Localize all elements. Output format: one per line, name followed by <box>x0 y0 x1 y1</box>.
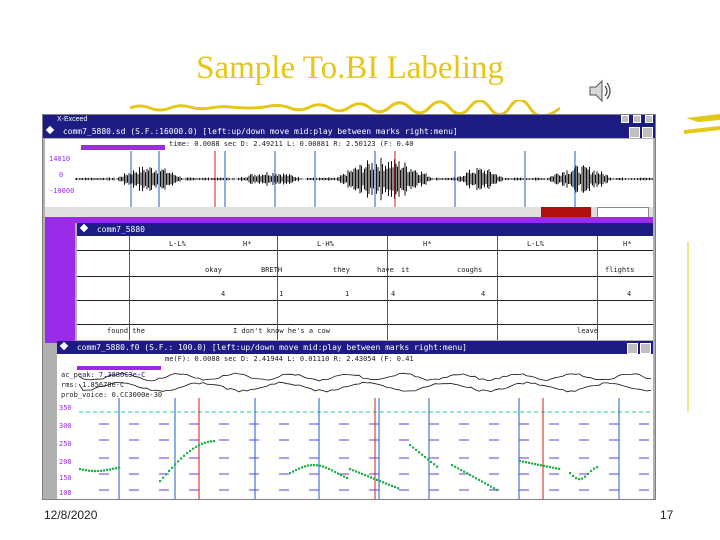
purple-band <box>45 217 653 223</box>
tone-label[interactable]: H* <box>423 240 432 248</box>
y-tick: 150 <box>59 474 72 482</box>
word-label[interactable]: have <box>377 266 394 274</box>
y-tick: -10000 <box>49 187 75 195</box>
y-tick: 250 <box>59 440 72 448</box>
slide-number: 17 <box>660 508 674 522</box>
break-label[interactable]: 4 <box>221 290 226 298</box>
break-label[interactable]: 4 <box>481 290 486 298</box>
tone-label[interactable]: H* <box>243 240 252 248</box>
pitch-readout: me(F): 0.0088 sec D: 2.41944 L: 0.01110 … <box>165 355 414 363</box>
waveform-readout: time: 0.0088 sec D: 2.49211 L: 0.00881 R… <box>169 140 414 148</box>
y-tick: 200 <box>59 458 72 466</box>
boundary-marker <box>387 236 388 340</box>
word-label[interactable]: okay <box>205 266 222 274</box>
tone-label[interactable]: H* <box>623 240 632 248</box>
misc-label[interactable]: leave <box>577 327 599 335</box>
app-titlebar[interactable]: X-Exceed <box>43 115 655 125</box>
selection-bar <box>77 366 161 370</box>
break-label[interactable]: 1 <box>345 290 350 298</box>
word-label[interactable]: coughs <box>457 266 483 274</box>
pitch-pane[interactable]: me(F): 0.0088 sec D: 2.41944 L: 0.01110 … <box>57 354 653 499</box>
y-tick: 0 <box>59 171 64 179</box>
boundary-marker <box>497 236 498 340</box>
app-name: X-Exceed <box>57 116 88 123</box>
pitch-plot[interactable] <box>79 368 653 499</box>
window-controls[interactable] <box>619 115 653 127</box>
title-underline-decoration <box>130 100 560 114</box>
pitch-title: comm7_5880.f0 (S.F.: 100.0) [left:up/dow… <box>76 343 467 352</box>
exceed-window[interactable]: X-Exceed comm7_5880.sd (S.F.:16000.0) [l… <box>42 114 656 500</box>
y-tick: 100 <box>59 489 72 497</box>
info-line: ac_peak: 7.3880C3e-C <box>61 371 146 379</box>
window-menu-icon[interactable] <box>59 341 69 351</box>
break-label[interactable]: 4 <box>627 290 632 298</box>
window-menu-icon[interactable] <box>45 125 55 135</box>
selection-bar <box>81 145 165 150</box>
slide-date: 12/8/2020 <box>44 508 98 522</box>
minimize-button[interactable] <box>629 127 640 138</box>
boundary-marker <box>129 236 130 340</box>
word-label[interactable]: they <box>333 266 350 274</box>
word-label[interactable]: BRETH <box>261 266 283 274</box>
tone-label[interactable]: L-H% <box>317 240 334 248</box>
labels-titlebar[interactable]: comm7_5880 <box>77 223 653 236</box>
word-label[interactable]: flights <box>605 266 635 274</box>
y-tick: 14010 <box>49 155 71 163</box>
close-button[interactable] <box>640 343 651 354</box>
y-tick: 350 <box>59 404 72 412</box>
maximize-button[interactable] <box>633 115 642 123</box>
info-line: prob_voice: 0.CC3000e-30 <box>61 391 163 399</box>
slide-title: Sample To.BI Labeling <box>196 50 504 86</box>
tone-label[interactable]: L-L% <box>169 240 186 248</box>
break-label[interactable]: 4 <box>391 290 396 298</box>
minimize-button[interactable] <box>627 343 638 354</box>
waveform-title: comm7_5880.sd (S.F.:16000.0) [left:up/do… <box>62 127 458 136</box>
purple-band-left <box>45 223 75 343</box>
window-menu-icon[interactable] <box>79 223 89 233</box>
speaker-icon[interactable] <box>588 78 614 104</box>
word-label[interactable]: it <box>401 266 410 274</box>
minimize-button[interactable] <box>621 115 630 123</box>
labels-title: comm7_5880 <box>96 225 145 234</box>
close-button[interactable] <box>642 127 653 138</box>
waveform-titlebar[interactable]: comm7_5880.sd (S.F.:16000.0) [left:up/do… <box>43 125 655 138</box>
tone-label[interactable]: L-L% <box>527 240 544 248</box>
z-bar-decoration <box>684 114 720 412</box>
waveform-plot[interactable] <box>75 151 653 207</box>
misc-label[interactable]: found the <box>107 327 145 335</box>
pitch-titlebar[interactable]: comm7_5880.f0 (S.F.: 100.0) [left:up/dow… <box>57 341 653 354</box>
labels-pane[interactable]: L-L% H* L-H% H* L-L% H* okay BRETH they … <box>77 236 653 340</box>
close-button[interactable] <box>645 115 653 123</box>
waveform-scrollbar[interactable] <box>45 207 653 219</box>
y-tick: 300 <box>59 422 72 430</box>
break-label[interactable]: 1 <box>279 290 284 298</box>
boundary-marker <box>277 236 278 340</box>
waveform-pane[interactable]: time: 0.0088 sec D: 2.49211 L: 0.00881 R… <box>45 139 653 207</box>
info-line: rms: 1.85678e-C <box>61 381 125 389</box>
misc-label[interactable]: I don't know he's a cow <box>233 327 330 335</box>
boundary-marker <box>597 236 598 340</box>
scroll-thumb[interactable] <box>541 207 591 217</box>
